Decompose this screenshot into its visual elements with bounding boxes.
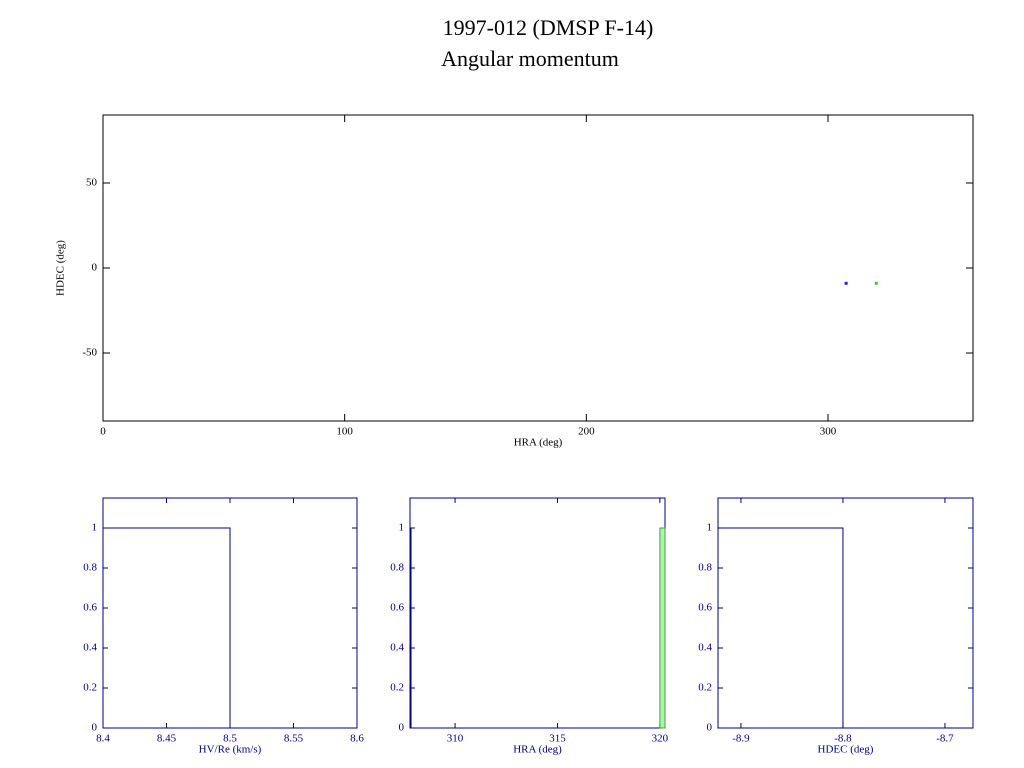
- x-tick-label: -8.8: [834, 733, 852, 745]
- y-tick-label: 0: [399, 722, 405, 734]
- y-tick-label: 0: [707, 722, 713, 734]
- y-tick-label: -50: [82, 347, 97, 359]
- y-tick-label: 0.4: [698, 642, 712, 654]
- x-axis-title: HRA (deg): [513, 744, 562, 756]
- y-tick-label: 0: [92, 262, 98, 274]
- x-tick-label: 8.5: [223, 733, 237, 745]
- x-tick-label: 0: [100, 426, 106, 438]
- y-tick-label: 1: [92, 522, 98, 534]
- x-tick-label: 8.6: [350, 733, 364, 745]
- y-tick-label: 0.4: [390, 642, 404, 654]
- chart-subtitle: Angular momentum: [441, 46, 619, 71]
- x-tick-label: 100: [336, 426, 353, 438]
- histogram-bar: [717, 527, 844, 729]
- point: [844, 281, 848, 285]
- y-tick-label: 0.2: [390, 682, 404, 694]
- chart-title: 1997-012 (DMSP F-14): [443, 15, 654, 40]
- y-tick-label: 0.8: [390, 562, 404, 574]
- point: [874, 281, 878, 285]
- x-axis-title: HV/Re (km/s): [199, 744, 262, 756]
- x-tick-label: 8.4: [96, 733, 110, 745]
- histogram-bar: [102, 527, 231, 729]
- y-tick-label: 0.8: [83, 562, 97, 574]
- x-tick-label: 8.55: [284, 733, 304, 745]
- y-tick-label: 0.6: [698, 602, 712, 614]
- y-axis-title: HDEC (deg): [55, 240, 67, 296]
- y-tick-label: 0.6: [83, 602, 97, 614]
- x-tick-label: 300: [820, 426, 837, 438]
- x-tick-label: 320: [652, 733, 669, 745]
- x-tick-label: 310: [447, 733, 464, 745]
- histogram-bar: [409, 527, 412, 729]
- y-tick-label: 0.2: [698, 682, 712, 694]
- x-tick-label: -8.7: [936, 733, 954, 745]
- y-tick-label: 0.6: [390, 602, 404, 614]
- x-tick-label: 8.45: [157, 733, 177, 745]
- y-tick-label: 1: [707, 522, 713, 534]
- x-tick-label: -8.9: [732, 733, 750, 745]
- y-tick-label: 1: [399, 522, 405, 534]
- y-tick-label: 0.2: [83, 682, 97, 694]
- x-tick-label: 315: [549, 733, 566, 745]
- y-tick-label: 0.4: [83, 642, 97, 654]
- x-axis-title: HRA (deg): [514, 437, 563, 449]
- x-axis-title: HDEC (deg): [818, 744, 874, 756]
- y-tick-label: 0.8: [698, 562, 712, 574]
- y-tick-label: 0: [92, 722, 98, 734]
- y-tick-label: 50: [86, 177, 98, 189]
- histogram-bar: [659, 527, 666, 729]
- x-tick-label: 200: [578, 426, 595, 438]
